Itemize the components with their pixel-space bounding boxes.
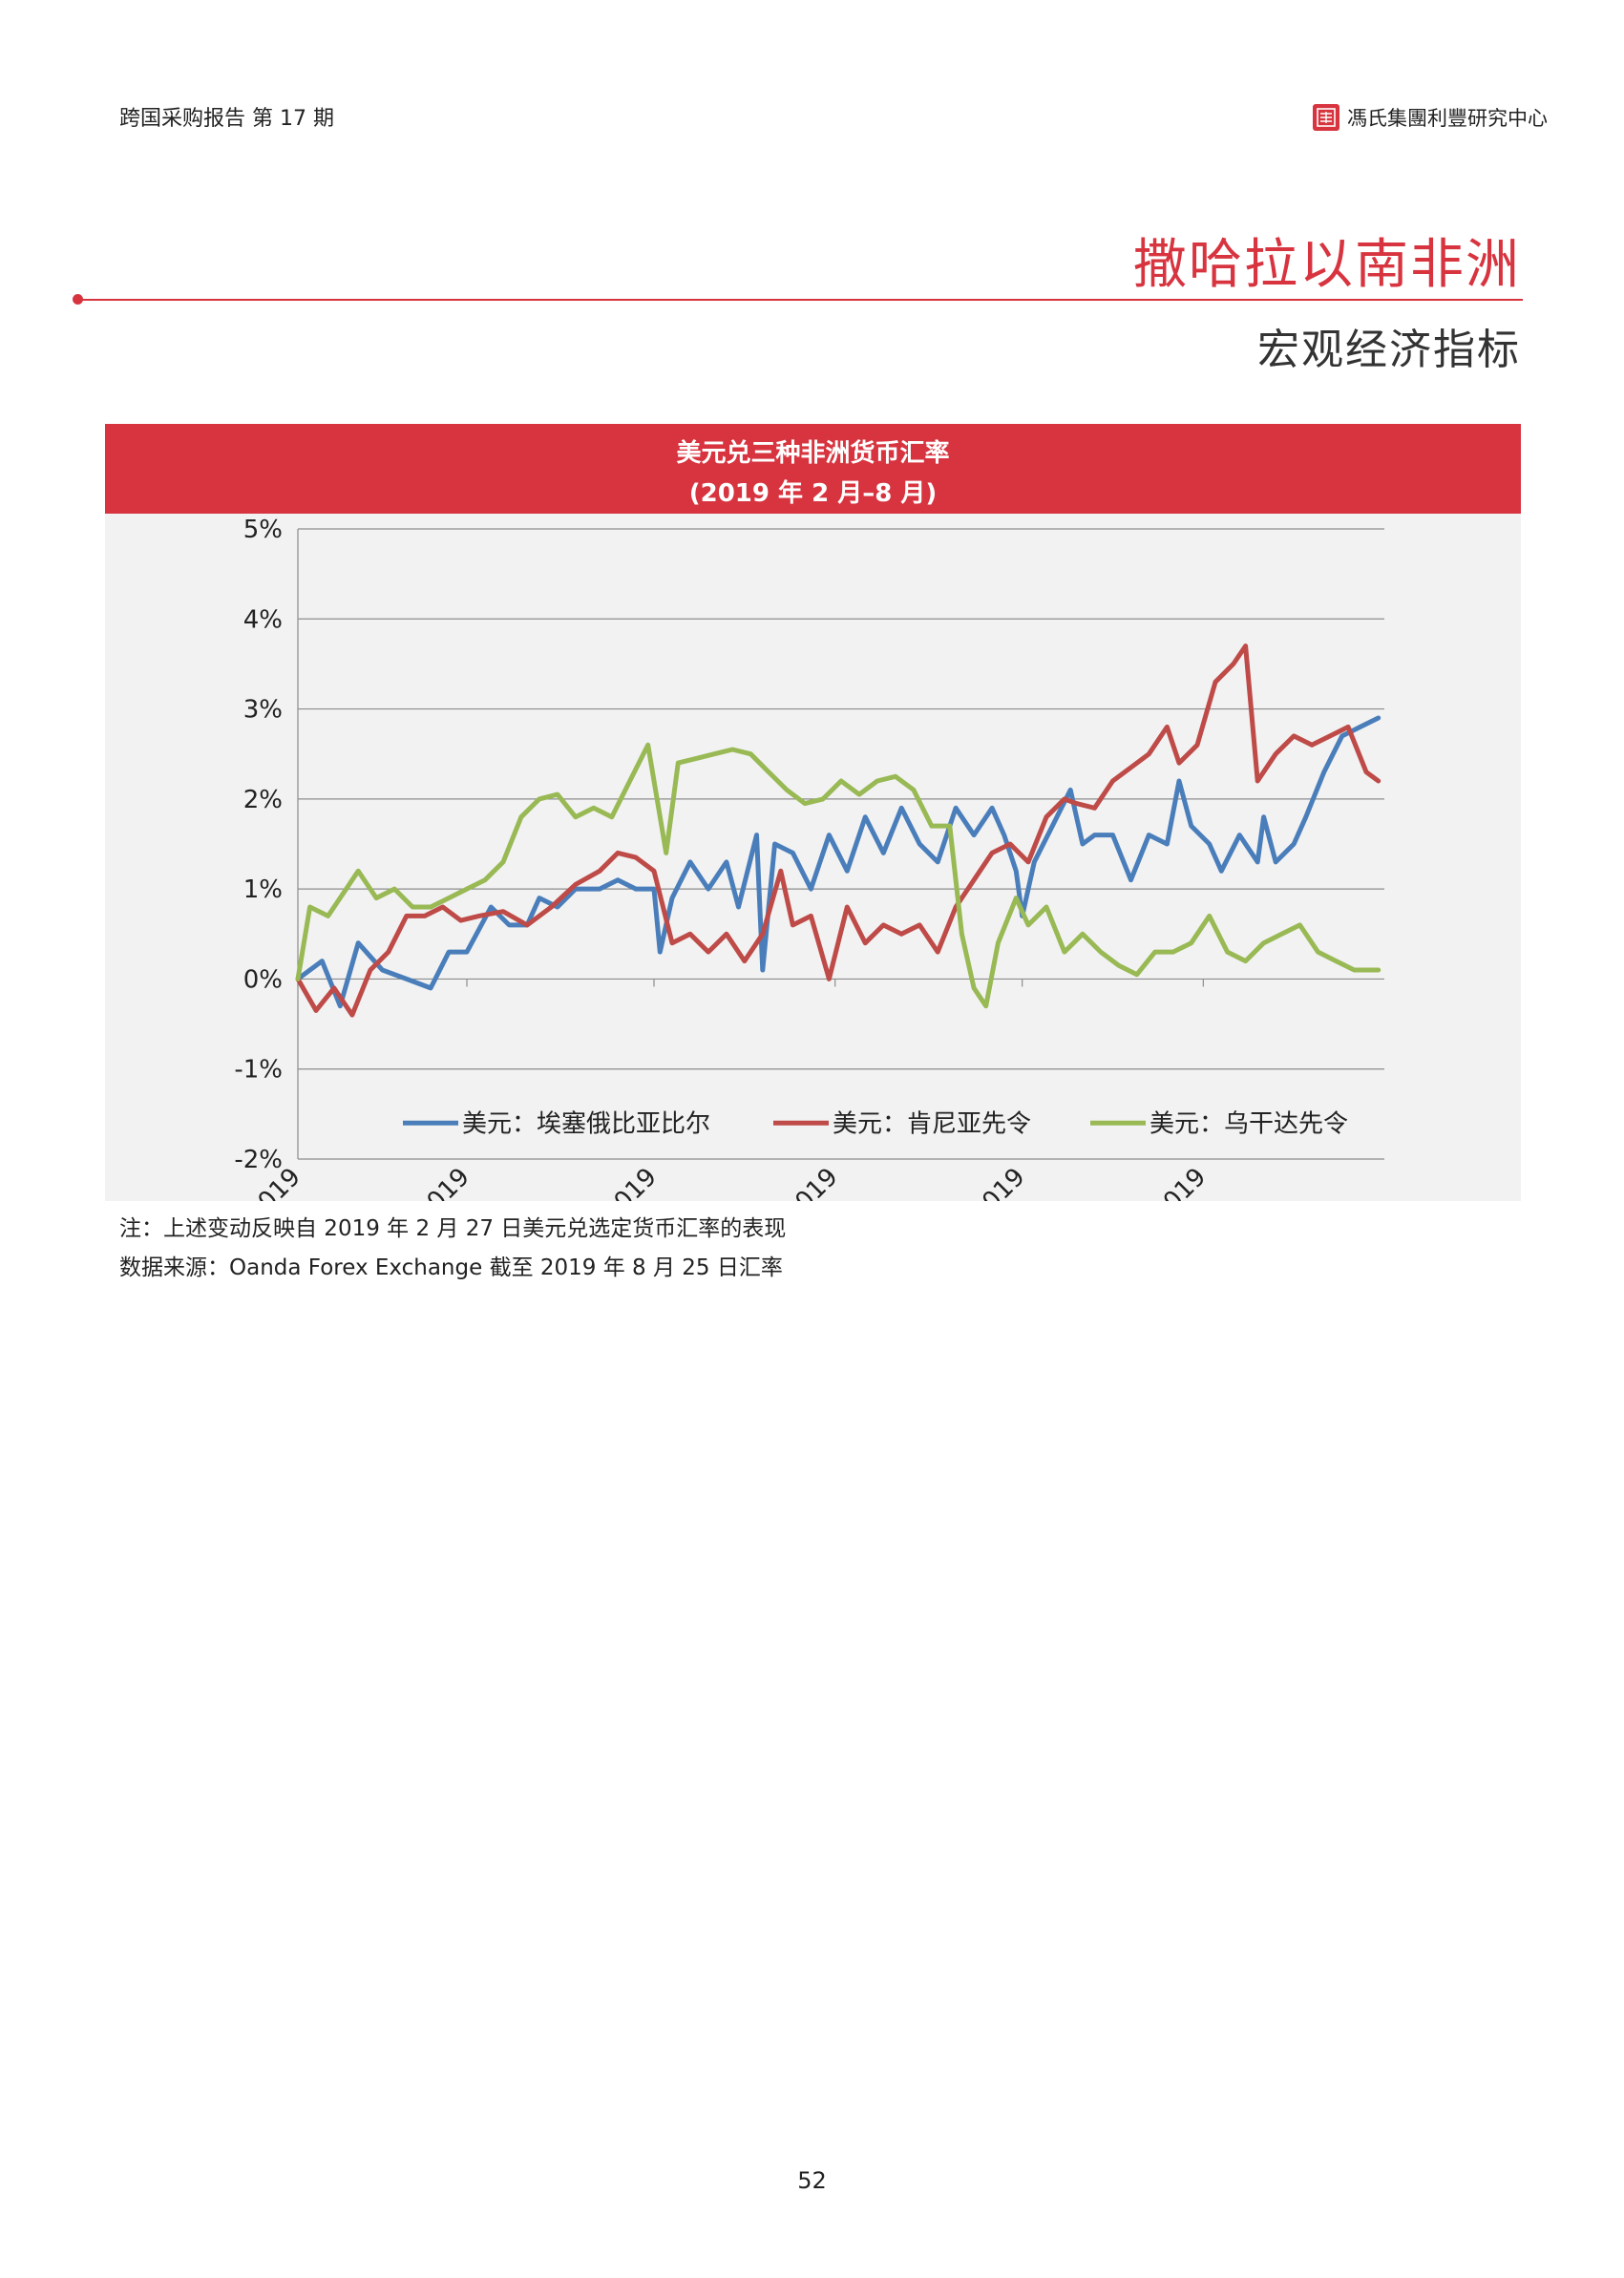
y-tick-label: 4% [243,605,283,634]
y-tick-label: 2% [243,786,283,814]
y-tick-label: 5% [243,516,283,544]
section-subtitle: 宏观经济指标 [1257,326,1521,374]
x-tick-label: 6/27/2019 [920,1163,1030,1201]
chart-subtitle: (2019 年 2 月–8 月) [688,479,938,508]
y-tick-label: 1% [243,875,283,904]
chart-header: 美元兑三种非洲货币汇率 (2019 年 2 月–8 月) [105,424,1521,514]
brand-name: 馮氏集團利豐研究中心 [1347,107,1548,130]
chart-note: 注：上述变动反映自 2019 年 2 月 27 日美元兑选定货币汇率的表现 [119,1216,787,1241]
page-number: 52 [797,2167,827,2194]
x-tick-label: 4/27/2019 [552,1163,662,1201]
company-seal-icon [1313,104,1339,131]
y-tick-label: 3% [243,696,283,725]
chart-title: 美元兑三种非洲货币汇率 [676,439,950,468]
series-line-1 [295,715,1381,1009]
y-tick-label: -2% [234,1146,283,1174]
title-divider [76,299,1523,301]
exchange-rate-line-chart: 5%4%3%2%1%0%-1%-2%2/27/20193/27/20194/27… [196,516,1384,1201]
brand: 馮氏集團利豐研究中心 [1313,103,1548,132]
x-tick-label: 3/27/2019 [365,1163,475,1201]
y-tick-label: -1% [234,1056,283,1085]
section-title: 撒哈拉以南非洲 [1133,234,1521,296]
legend-label: 美元：肯尼亚先令 [833,1109,1031,1138]
series-line-3 [295,742,1381,1009]
chart-panel: 美元兑三种非洲货币汇率 (2019 年 2 月–8 月) 5% 4% 3% 2% 1% 0… [105,424,1521,1201]
data-source: 数据来源：Oanda Forex Exchange 截至 2019 年 8 月 … [119,1255,783,1280]
series-line-2 [295,643,1381,1018]
legend-label: 美元：乌干达先令 [1149,1109,1348,1138]
y-tick-label: 0% [243,965,283,994]
x-tick-label: 5/27/2019 [733,1163,843,1201]
x-tick-label: 7/27/2019 [1102,1163,1212,1201]
legend-label: 美元：埃塞俄比亚比尔 [462,1109,710,1138]
report-title: 跨国采购报告 第 17 期 [119,107,334,131]
